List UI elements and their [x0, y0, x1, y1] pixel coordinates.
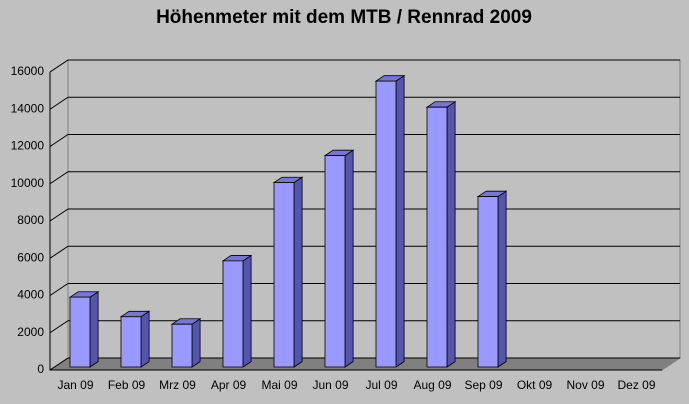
x-tick-label: Feb 09: [108, 378, 146, 392]
bar-side: [446, 101, 456, 368]
x-tick-label: Aug 09: [413, 378, 451, 392]
bar: [170, 318, 202, 368]
y-tick-label: 0: [37, 362, 44, 376]
bar-front: [171, 323, 193, 368]
bar: [119, 310, 151, 368]
bar-side: [140, 310, 150, 368]
bar-front: [222, 260, 244, 368]
bar: [68, 291, 100, 368]
bar-side: [89, 291, 99, 368]
bar-front: [324, 155, 346, 368]
y-tick-label: 12000: [11, 139, 45, 153]
chart-title: Höhenmeter mit dem MTB / Rennrad 2009: [156, 7, 532, 28]
bar-side: [191, 318, 201, 368]
bar-front: [120, 316, 142, 368]
grid-line: [49, 96, 680, 110]
x-tick-label: Mai 09: [261, 378, 297, 392]
bar: [221, 254, 253, 368]
grid-line: [49, 171, 680, 185]
bar-side: [242, 254, 252, 368]
bar-side: [344, 149, 354, 368]
x-tick-label: Nov 09: [566, 378, 604, 392]
x-tick-label: Apr 09: [211, 378, 247, 392]
y-tick-label: 8000: [17, 213, 44, 227]
bar: [374, 74, 406, 368]
x-tick-label: Dez 09: [617, 378, 655, 392]
bar: [323, 149, 355, 368]
y-tick-label: 10000: [11, 176, 45, 190]
bar-front: [273, 182, 295, 368]
grid-line: [49, 283, 680, 296]
bar-side: [293, 176, 303, 368]
bar: [272, 176, 304, 368]
bar-side: [497, 190, 507, 368]
x-tick-label: Mrz 09: [159, 378, 196, 392]
y-tick-label: 2000: [17, 325, 44, 339]
grid-line: [49, 59, 680, 73]
grid-line: [49, 208, 680, 222]
bar-front: [375, 80, 397, 368]
bar-front: [69, 296, 91, 368]
y-tick-label: 16000: [11, 64, 45, 78]
x-tick-label: Okt 09: [517, 378, 553, 392]
y-tick-label: 4000: [17, 288, 44, 302]
bar: [476, 190, 508, 368]
y-tick-label: 6000: [17, 250, 44, 264]
bar: [425, 101, 457, 368]
bar-front: [426, 106, 448, 368]
bar-side: [395, 74, 405, 368]
bar-front: [477, 196, 499, 368]
y-tick-label: 14000: [11, 101, 45, 115]
x-tick-label: Sep 09: [464, 378, 502, 392]
grid-line: [49, 245, 680, 259]
grid-line: [49, 320, 680, 334]
x-tick-label: Jun 09: [312, 378, 348, 392]
grid-line: [49, 134, 680, 147]
x-tick-label: Jan 09: [57, 378, 93, 392]
x-tick-label: Jul 09: [365, 378, 397, 392]
grid-line: [49, 357, 680, 371]
